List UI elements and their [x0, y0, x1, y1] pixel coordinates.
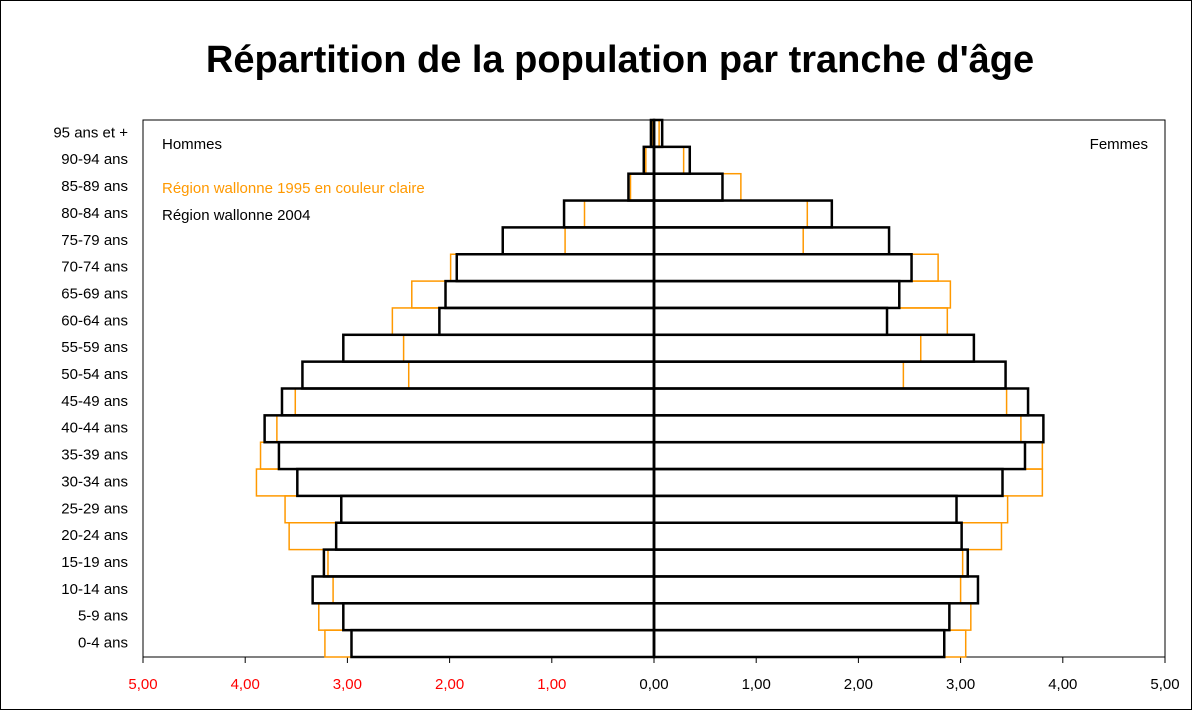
- chart-title: Répartition de la population par tranche…: [206, 39, 1034, 81]
- x-tick-label: 2,00: [844, 676, 873, 693]
- y-tick-label: 55-59 ans: [61, 339, 128, 356]
- y-tick-label: 45-49 ans: [61, 393, 128, 410]
- y-tick-label: 60-64 ans: [61, 312, 128, 329]
- y-tick-label: 65-69 ans: [61, 285, 128, 302]
- y-tick-label: 5-9 ans: [78, 608, 128, 625]
- x-tick-label: 0,00: [639, 676, 668, 693]
- y-tick-label: 75-79 ans: [61, 232, 128, 249]
- y-tick-label: 70-74 ans: [61, 259, 128, 276]
- x-tick-label: 5,00: [128, 676, 157, 693]
- legend-label: Région wallonne 2004: [162, 207, 310, 224]
- y-tick-label: 30-34 ans: [61, 473, 128, 490]
- side-label: Hommes: [162, 136, 222, 153]
- y-tick-label: 15-19 ans: [61, 554, 128, 571]
- side-label: Femmes: [1090, 136, 1148, 153]
- y-tick-label: 25-29 ans: [61, 500, 128, 517]
- y-tick-label: 10-14 ans: [61, 581, 128, 598]
- y-tick-label: 90-94 ans: [61, 151, 128, 168]
- x-tick-label: 3,00: [946, 676, 975, 693]
- x-tick-label: 3,00: [333, 676, 362, 693]
- x-tick-label: 1,00: [537, 676, 566, 693]
- y-tick-label: 80-84 ans: [61, 205, 128, 222]
- x-tick-label: 5,00: [1150, 676, 1179, 693]
- y-tick-label: 50-54 ans: [61, 366, 128, 383]
- y-tick-label: 20-24 ans: [61, 527, 128, 544]
- y-tick-label: 40-44 ans: [61, 420, 128, 437]
- x-tick-label: 4,00: [1048, 676, 1077, 693]
- y-tick-label: 35-39 ans: [61, 447, 128, 464]
- x-tick-label: 1,00: [742, 676, 771, 693]
- legend-label: Région wallonne 1995 en couleur claire: [162, 180, 425, 197]
- y-tick-label: 0-4 ans: [78, 635, 128, 652]
- y-tick-label: 95 ans et +: [53, 124, 128, 141]
- x-tick-label: 2,00: [435, 676, 464, 693]
- y-tick-label: 85-89 ans: [61, 178, 128, 195]
- x-tick-label: 4,00: [231, 676, 260, 693]
